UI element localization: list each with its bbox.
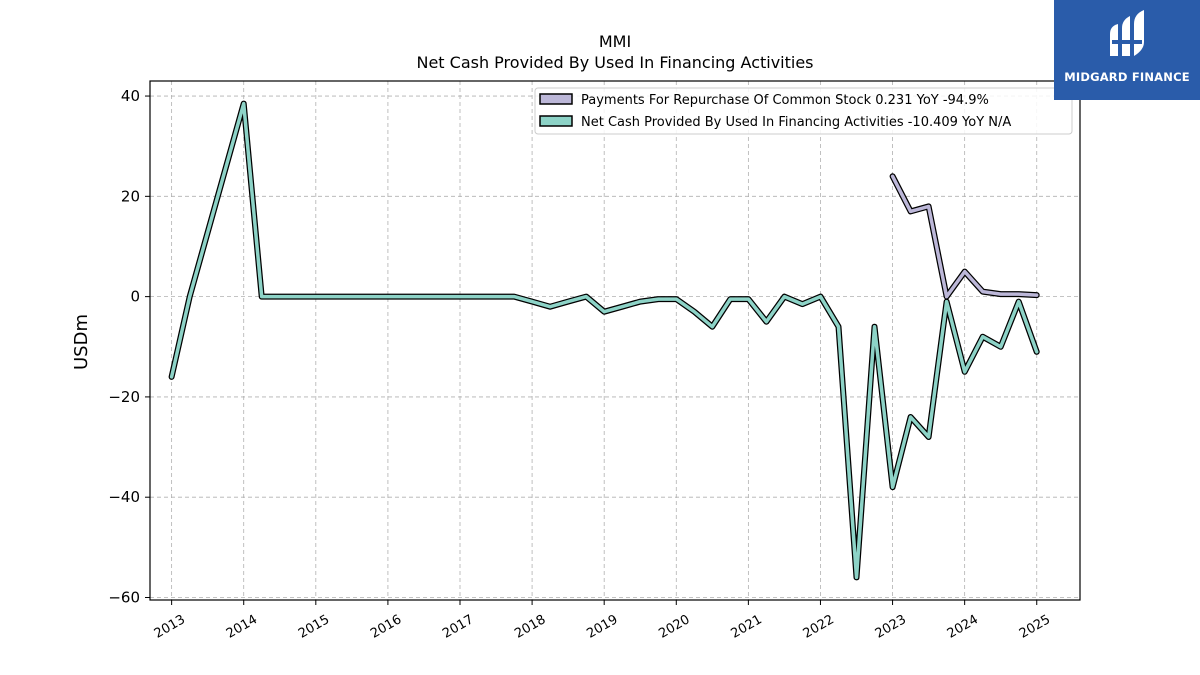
data-point <box>981 290 984 293</box>
data-point <box>512 295 516 298</box>
data-point <box>927 435 930 439</box>
x-tick-label: 2019 <box>584 612 620 642</box>
data-point <box>368 295 372 298</box>
legend: Payments For Repurchase Of Common Stock … <box>534 87 1073 135</box>
grid <box>150 81 1080 600</box>
plot-frame <box>149 80 1081 601</box>
x-tick-label: 2024 <box>945 612 981 642</box>
data-point <box>945 295 948 298</box>
legend-label-financing: Net Cash Provided By Used In Financing A… <box>581 115 1011 130</box>
legend-swatch-repurchase <box>539 93 573 105</box>
data-point <box>242 102 245 105</box>
y-tick-label: −60 <box>108 588 140 606</box>
data-point <box>891 486 894 489</box>
x-tick-label: 2025 <box>1017 612 1053 642</box>
x-tick-label: 2016 <box>368 612 404 642</box>
data-point <box>1035 350 1038 353</box>
data-point <box>999 292 1002 296</box>
data-point <box>909 415 912 419</box>
data-point <box>729 297 732 301</box>
data-point <box>981 335 984 338</box>
data-point <box>476 295 480 298</box>
data-point <box>675 297 678 301</box>
data-point <box>1035 293 1038 297</box>
data-point <box>873 325 876 328</box>
data-point <box>1017 300 1020 303</box>
x-tick-label: 2021 <box>729 612 765 642</box>
data-point <box>350 295 354 298</box>
x-tick-label: 2018 <box>512 612 548 642</box>
data-point <box>837 325 840 328</box>
y-tick-label: 40 <box>121 87 140 105</box>
y-tick-label: 20 <box>121 187 140 205</box>
midgard-finance-logo: MIDGARD FINANCE <box>1054 0 1200 100</box>
data-point <box>891 175 894 178</box>
data-point <box>747 297 750 301</box>
data-point <box>386 295 390 298</box>
data-point <box>801 302 804 306</box>
y-tick-label: −40 <box>108 488 140 506</box>
x-tick-label: 2015 <box>296 612 332 642</box>
data-point <box>566 300 570 303</box>
data-point <box>657 297 660 301</box>
data-point <box>422 295 426 298</box>
data-point <box>963 270 966 273</box>
data-point <box>945 300 948 303</box>
data-point <box>440 295 444 298</box>
data-point <box>783 295 786 298</box>
data-point <box>765 320 768 323</box>
data-point <box>855 576 858 579</box>
series-layer <box>168 100 1040 581</box>
y-tick-label: −20 <box>108 388 140 406</box>
data-point <box>819 295 822 298</box>
data-point <box>296 295 299 298</box>
x-tick-label: 2020 <box>656 612 692 642</box>
logo-mark-icon <box>1110 10 1144 56</box>
data-point <box>621 305 624 308</box>
data-point <box>927 205 930 208</box>
data-point <box>458 295 462 298</box>
x-tick-label: 2013 <box>152 612 188 642</box>
data-point <box>963 370 966 373</box>
data-point <box>188 295 191 298</box>
data-point <box>585 295 588 298</box>
chart-title: MMI <box>599 32 631 51</box>
data-point <box>260 295 263 298</box>
data-point <box>711 325 714 328</box>
data-point <box>332 295 335 298</box>
y-axis-label: USDm <box>71 314 92 370</box>
y-tick-label: 0 <box>130 288 140 306</box>
legend-box <box>534 87 1073 135</box>
data-point <box>909 210 912 213</box>
data-point <box>494 295 498 298</box>
data-point <box>170 375 173 379</box>
x-tick-label: 2017 <box>440 612 476 642</box>
data-point <box>693 310 696 313</box>
x-tick-label: 2014 <box>224 612 260 642</box>
data-point <box>1017 292 1020 296</box>
data-point <box>639 300 642 303</box>
x-tick-label: 2022 <box>801 612 837 642</box>
legend-swatch-financing <box>539 115 573 127</box>
data-point <box>314 295 317 298</box>
data-point <box>278 295 281 298</box>
data-point <box>603 310 606 313</box>
x-tick-label: 2023 <box>873 612 909 642</box>
logo-text: MIDGARD FINANCE <box>1064 70 1190 84</box>
data-point <box>404 295 408 298</box>
data-point <box>530 300 534 303</box>
chart-subtitle: Net Cash Provided By Used In Financing A… <box>416 53 813 72</box>
legend-label-repurchase: Payments For Repurchase Of Common Stock … <box>581 93 989 108</box>
data-point <box>548 305 552 308</box>
data-point <box>999 345 1002 348</box>
